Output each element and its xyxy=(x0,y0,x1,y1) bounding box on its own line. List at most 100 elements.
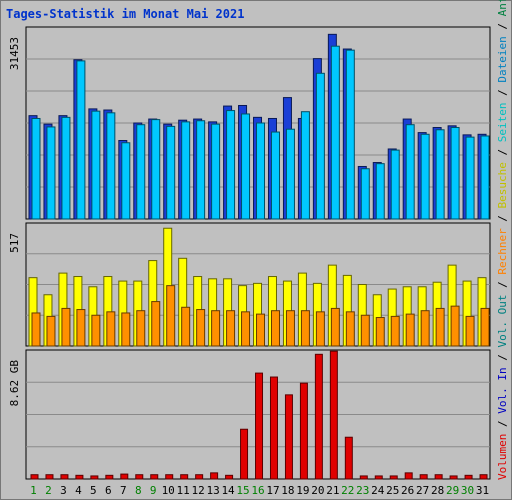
bar-rechner xyxy=(285,310,295,347)
x-tick-label: 14 xyxy=(221,484,235,497)
bar-volumen xyxy=(359,475,368,480)
bar-dateien xyxy=(76,60,86,220)
legend-item: Vol. In xyxy=(496,367,509,413)
bar-volumen xyxy=(255,372,264,480)
bar-dateien xyxy=(61,116,71,220)
bar-rechner xyxy=(330,307,340,347)
bar-volumen xyxy=(30,474,39,480)
x-tick-label: 7 xyxy=(120,484,127,497)
legend-separator: / xyxy=(496,16,509,36)
bar-dateien xyxy=(211,123,221,220)
bar-rechner xyxy=(390,315,400,347)
bar-dateien xyxy=(465,136,475,220)
x-tick-label: 31 xyxy=(476,484,489,497)
chart-title: Tages-Statistik im Monat Mai 2021 xyxy=(6,7,245,21)
bar-volumen xyxy=(75,474,84,480)
x-tick-label: 18 xyxy=(281,484,294,497)
x-tick-label: 16 xyxy=(251,484,264,497)
bar-dateien xyxy=(285,128,295,220)
bar-dateien xyxy=(360,168,370,220)
legend-separator: / xyxy=(496,348,509,368)
x-tick-label: 6 xyxy=(105,484,112,497)
bar-rechner xyxy=(151,301,161,347)
bar-rechner xyxy=(405,313,415,347)
legend-item: Dateien xyxy=(496,36,509,82)
legend-item: Vol. Out xyxy=(496,295,509,348)
bar-dateien xyxy=(300,111,310,220)
bar-dateien xyxy=(181,121,191,220)
bar-rechner xyxy=(46,315,56,347)
bar-dateien xyxy=(136,124,146,220)
bar-volumen xyxy=(195,474,204,480)
x-tick-label: 29 xyxy=(446,484,459,497)
x-tick-label: 3 xyxy=(60,484,67,497)
bar-volumen xyxy=(419,474,428,480)
legend-item: Volumen xyxy=(496,434,509,480)
bar-dateien xyxy=(121,142,131,220)
bar-rechner xyxy=(420,310,430,347)
x-tick-label: 10 xyxy=(162,484,175,497)
bar-dateien xyxy=(450,127,460,220)
x-tick-label: 19 xyxy=(296,484,309,497)
x-tick-label: 17 xyxy=(266,484,279,497)
bar-dateien xyxy=(256,122,266,220)
legend-separator: / xyxy=(496,275,509,295)
x-tick-label: 23 xyxy=(356,484,369,497)
bar-volumen xyxy=(314,353,323,480)
bar-rechner xyxy=(76,309,86,347)
bar-dateien xyxy=(405,124,415,220)
bar-dateien xyxy=(106,112,116,220)
bar-dateien xyxy=(46,126,56,220)
legend-item: Rechner xyxy=(496,228,509,275)
legend-separator: / xyxy=(496,208,509,228)
legend-separator: / xyxy=(496,83,509,103)
x-tick-label: 4 xyxy=(75,484,82,497)
bar-rechner xyxy=(211,310,221,347)
bar-dateien xyxy=(315,72,325,220)
bar-rechner xyxy=(136,310,146,347)
bar-volumen xyxy=(165,474,174,480)
bar-volumen xyxy=(120,473,129,480)
x-tick-label: 24 xyxy=(371,484,385,497)
bar-volumen xyxy=(404,472,413,480)
bar-rechner xyxy=(91,314,101,347)
x-tick-label: 2 xyxy=(45,484,52,497)
bar-rechner xyxy=(166,285,176,347)
bar-volumen xyxy=(90,475,99,480)
bar-dateien xyxy=(345,49,355,220)
y-tick-label: 31453 xyxy=(8,37,21,70)
x-tick-label: 13 xyxy=(206,484,219,497)
x-tick-label: 11 xyxy=(177,484,190,497)
bar-dateien xyxy=(435,129,445,220)
bar-rechner xyxy=(435,307,445,347)
bar-volumen xyxy=(449,475,458,480)
bar-dateien xyxy=(270,131,280,220)
bar-volumen xyxy=(210,472,219,480)
x-tick-label: 9 xyxy=(150,484,157,497)
bar-rechner xyxy=(196,309,206,347)
bar-volumen xyxy=(105,474,114,480)
bar-dateien xyxy=(241,113,251,220)
bar-volumen xyxy=(389,475,398,480)
x-tick-label: 8 xyxy=(135,484,142,497)
bar-rechner xyxy=(121,312,131,347)
x-tick-label: 30 xyxy=(461,484,474,497)
bar-volumen xyxy=(240,428,249,480)
legend-item: Anfragen xyxy=(496,0,509,16)
bar-rechner xyxy=(315,311,325,347)
bar-rechner xyxy=(256,313,266,347)
bar-volumen xyxy=(434,474,443,480)
x-tick-label: 21 xyxy=(326,484,339,497)
bar-rechner xyxy=(300,310,310,347)
bar-dateien xyxy=(196,120,206,220)
bar-volumen xyxy=(329,350,338,480)
bar-dateien xyxy=(330,45,340,220)
legend-item: Besuche xyxy=(496,162,509,208)
bar-volumen xyxy=(284,394,293,480)
bar-rechner xyxy=(270,310,280,347)
bar-rechner xyxy=(480,307,490,347)
bar-volumen xyxy=(374,475,383,480)
bar-dateien xyxy=(166,125,176,220)
bar-rechner xyxy=(465,315,475,347)
